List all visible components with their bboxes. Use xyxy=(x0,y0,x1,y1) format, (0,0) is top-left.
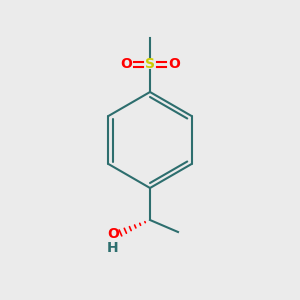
Text: O: O xyxy=(107,227,119,241)
Text: O: O xyxy=(120,57,132,71)
Text: H: H xyxy=(107,241,119,255)
Text: O: O xyxy=(168,57,180,71)
Text: S: S xyxy=(145,57,155,71)
